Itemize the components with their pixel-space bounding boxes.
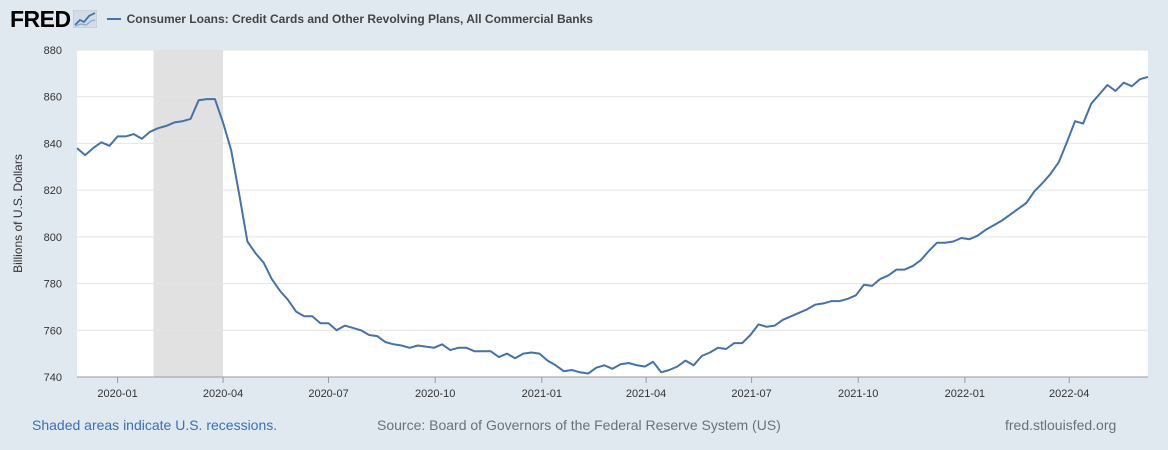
y-tick-label: 780	[44, 279, 62, 291]
fred-logo[interactable]: FRED	[10, 5, 97, 32]
x-tick-label: 2021-04	[626, 388, 666, 400]
y-tick-label: 800	[44, 232, 62, 244]
y-tick-label: 840	[44, 138, 62, 150]
x-tick-label: 2020-10	[415, 388, 455, 400]
source-text: Source: Board of Governors of the Federa…	[377, 417, 781, 433]
y-tick-label: 820	[44, 185, 62, 197]
y-tick-label: 880	[44, 45, 62, 57]
chart-header: FRED Consumer Loans: Credit Cards and Ot…	[10, 6, 593, 32]
x-tick-label: 2022-01	[945, 388, 985, 400]
x-tick-label: 2021-07	[731, 388, 771, 400]
plot-area	[77, 50, 1148, 377]
x-tick-label: 2020-04	[203, 388, 243, 400]
y-axis-label: Billions of U.S. Dollars	[11, 154, 25, 273]
y-tick-label: 740	[44, 372, 62, 384]
y-tick-label: 860	[44, 92, 62, 104]
recession-shading	[153, 50, 224, 377]
y-axis-ticks: 740 760 780 800 820 840 860 880	[44, 45, 62, 384]
legend: Consumer Loans: Credit Cards and Other R…	[106, 12, 593, 26]
recession-note[interactable]: Shaded areas indicate U.S. recessions.	[32, 417, 278, 433]
grid	[77, 49, 1148, 331]
x-axis-ticks: 2020-01 2020-04 2020-07 2020-10 2021-01 2021-…	[97, 377, 1089, 400]
x-tick-label: 2020-01	[97, 388, 137, 400]
recession-band	[153, 50, 224, 377]
x-tick-label: 2020-07	[308, 388, 348, 400]
fred-logo-text: FRED	[10, 5, 71, 32]
legend-label[interactable]: Consumer Loans: Credit Cards and Other R…	[126, 12, 593, 26]
series-line[interactable]	[76, 75, 1149, 375]
x-tick-label: 2021-10	[838, 388, 878, 400]
x-tick-label: 2022-04	[1049, 388, 1089, 400]
fred-url[interactable]: fred.stlouisfed.org	[1005, 417, 1117, 433]
fred-chart-icon	[72, 10, 97, 28]
x-tick-label: 2021-01	[522, 388, 562, 400]
y-tick-label: 760	[44, 325, 62, 337]
legend-swatch	[106, 18, 121, 20]
